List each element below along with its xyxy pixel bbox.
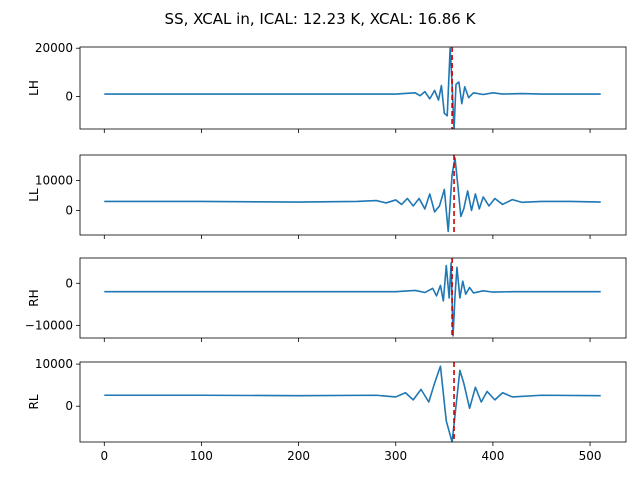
series-line-rl [104,365,601,442]
axes-frame [79,154,627,236]
x-tick-label: 100 [190,449,213,463]
y-axis-label: LL [27,188,41,202]
axes-frame [79,46,627,130]
subplot-rh: −10000 0 RH [25,257,627,342]
series-line-lh [104,47,601,129]
subplot-lh: 0 20000 LH [27,41,627,133]
y-tick-label: 0 [65,89,73,103]
subplot-rl: 0 100 200 300 400 500 0 10000 RL [27,357,627,463]
y-tick-label: 0 [65,276,73,290]
figure-title: SS, XCAL in, ICAL: 12.23 K, XCAL: 16.86 … [165,10,477,28]
x-tick-label: 0 [100,449,108,463]
x-tick-label: 200 [287,449,310,463]
series-line-ll [104,157,601,233]
y-tick-label: 10000 [35,173,73,187]
axes-frame [79,257,627,339]
y-tick-label: 10000 [35,357,73,371]
y-tick-label: 0 [65,399,73,413]
y-axis-label: RL [27,394,41,409]
y-axis-label: RH [27,289,41,306]
x-tick-label: 400 [481,449,504,463]
y-axis-label: LH [27,80,41,96]
axes-frame [79,361,627,443]
y-tick-label: 20000 [35,41,73,55]
y-tick-label: −10000 [25,318,73,332]
x-tick-label: 300 [384,449,407,463]
y-tick-label: 0 [65,203,73,217]
x-tick-label: 500 [579,449,602,463]
